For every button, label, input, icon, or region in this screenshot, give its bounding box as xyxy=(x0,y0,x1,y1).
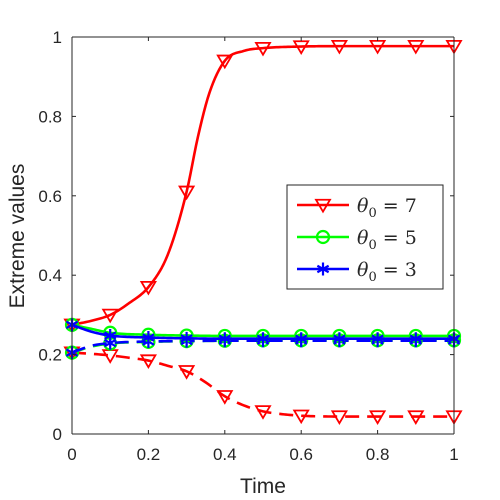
series-marker xyxy=(216,54,234,70)
series-marker xyxy=(256,332,270,346)
legend-marker xyxy=(315,229,331,245)
x-tick-label: 1 xyxy=(449,445,458,464)
legend-entry-2: θ0 = 3 xyxy=(297,259,417,285)
x-tick-label: 0.2 xyxy=(137,445,161,464)
y-tick-label: 0.6 xyxy=(38,187,62,206)
x-tick-label: 0 xyxy=(67,445,76,464)
legend-label: θ0 = 7 xyxy=(357,195,417,221)
y-tick-label: 0.2 xyxy=(38,346,62,365)
legend-label: θ0 = 3 xyxy=(357,259,417,285)
series-marker xyxy=(218,332,231,346)
y-tick-label: 1 xyxy=(53,28,62,47)
series-line xyxy=(71,44,454,327)
series-marker xyxy=(292,409,310,425)
legend-marker xyxy=(314,198,332,214)
legend: θ0 = 7 θ0 = 5 θ0 = 3 xyxy=(286,184,444,290)
series-marker xyxy=(409,332,422,346)
series-marker xyxy=(295,332,308,346)
series-marker xyxy=(178,365,196,380)
axes-layer: 0 0.2 0.4 0.6 0.8 1 0 0.2 0.4 0.6 0.8 1 xyxy=(38,28,458,464)
series-marker xyxy=(180,331,193,345)
y-tick-label: 0.8 xyxy=(38,107,62,126)
series-marker xyxy=(407,410,425,425)
y-tick-label: 0 xyxy=(53,425,62,444)
series-line xyxy=(71,351,454,418)
y-axis-title: Extreme values xyxy=(6,164,29,309)
series-marker xyxy=(333,332,346,346)
legend-entry-0: θ0 = 7 xyxy=(297,195,417,221)
x-axis-title: Time xyxy=(240,475,286,498)
y-tick-label: 0.4 xyxy=(38,266,62,285)
legend-label: θ0 = 5 xyxy=(357,227,417,253)
series-marker xyxy=(371,332,384,346)
legend-entry-1: θ0 = 5 xyxy=(297,227,417,253)
series-line xyxy=(71,339,454,354)
series-marker xyxy=(178,185,196,201)
series-marker xyxy=(292,40,310,55)
series-marker xyxy=(101,308,119,324)
series-marker xyxy=(139,280,157,296)
series-marker xyxy=(330,39,348,55)
series-marker xyxy=(407,39,425,55)
x-tick-label: 0.6 xyxy=(289,445,313,464)
series-marker xyxy=(254,41,272,57)
series-marker xyxy=(142,331,155,345)
legend-marker xyxy=(316,262,330,276)
x-tick-label: 0.4 xyxy=(213,445,237,464)
series-marker xyxy=(369,410,387,425)
series-marker xyxy=(216,390,234,405)
x-tick-label: 0.8 xyxy=(366,445,390,464)
series-marker xyxy=(330,410,348,425)
series-marker xyxy=(104,329,117,343)
series-marker xyxy=(139,354,157,369)
series-marker xyxy=(254,405,272,420)
